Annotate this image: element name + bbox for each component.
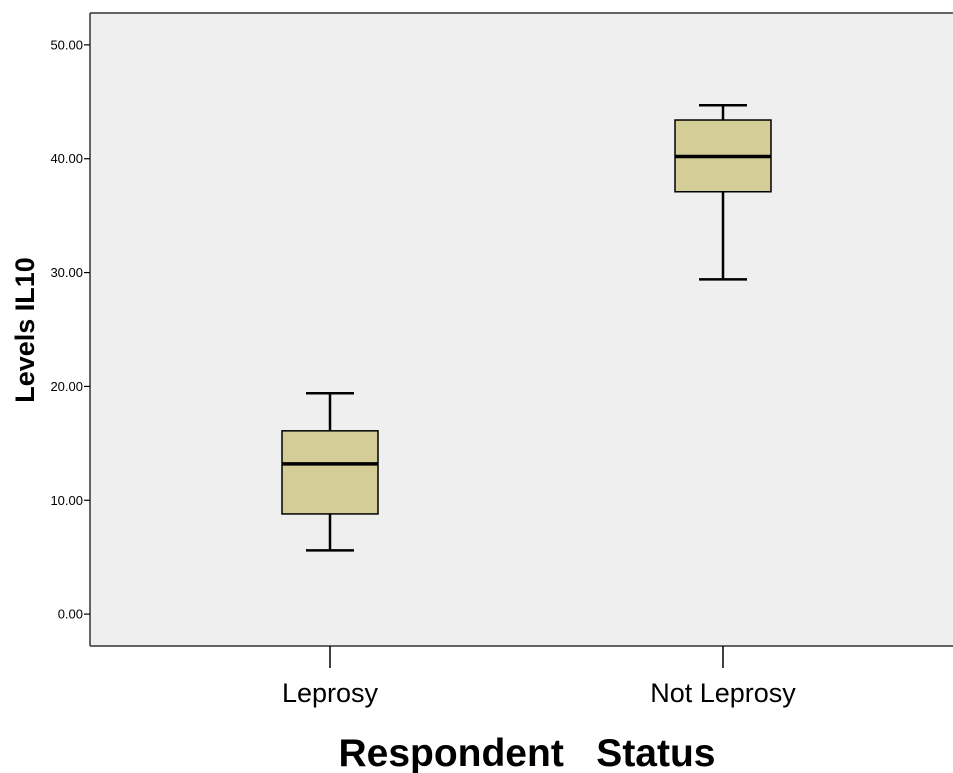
box-not-leprosy — [674, 103, 772, 281]
y-tick-label: 50.00 — [50, 37, 83, 52]
y-tick-label: 30.00 — [50, 265, 83, 280]
y-tick-label: 10.00 — [50, 493, 83, 508]
x-category-label: Not Leprosy — [650, 678, 796, 708]
x-category-label: Leprosy — [282, 678, 379, 708]
iqr-box — [281, 430, 379, 515]
plot-area — [90, 13, 953, 646]
y-axis-title: Levels IL10 — [10, 257, 40, 403]
y-tick-label: 40.00 — [50, 151, 83, 166]
boxes — [281, 103, 772, 552]
y-tick-label: 20.00 — [50, 379, 83, 394]
y-tick-label: 0.00 — [58, 607, 83, 622]
box-leprosy — [281, 392, 379, 552]
x-axis-title: Respondent Status — [338, 732, 715, 773]
axes: 0.00 10.00 20.00 30.00 40.00 50.00 Leprosy Not … — [50, 12, 953, 708]
